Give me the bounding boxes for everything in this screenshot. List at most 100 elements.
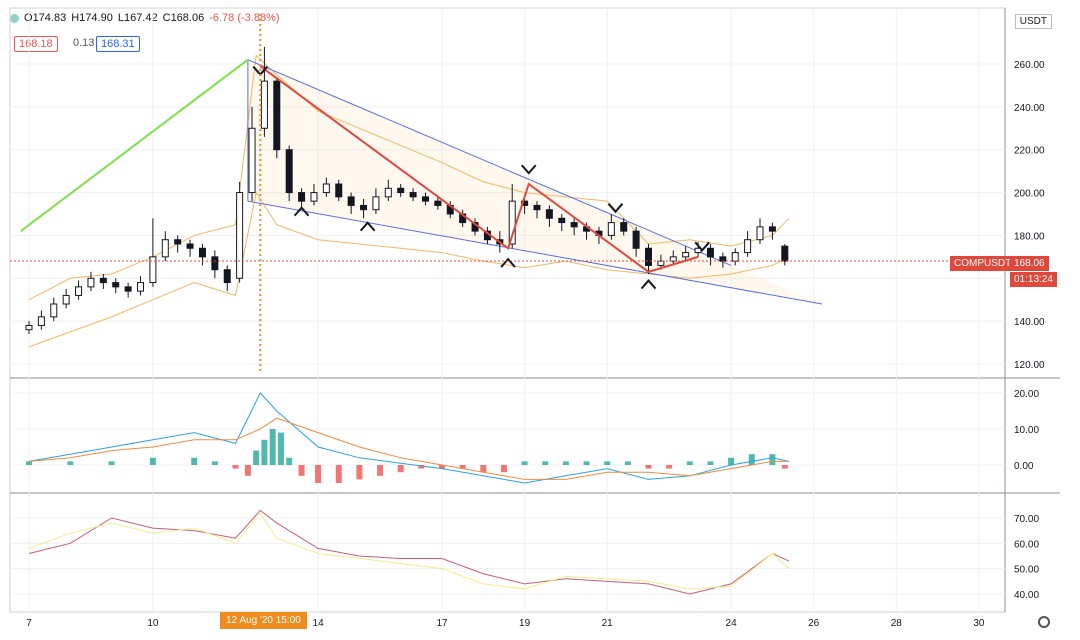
last-price-tag: 168.06 — [1010, 256, 1049, 271]
candle-body — [198, 247, 206, 258]
macd-hist-bar — [624, 461, 631, 465]
status-dot-icon — [10, 13, 19, 23]
macd-hist-bar — [261, 439, 268, 465]
macd-hist-bar — [277, 432, 284, 465]
pivot-marker-icon — [500, 257, 516, 268]
crosshair-time-label: 12 Aug '20 15:00 — [220, 612, 307, 629]
x-tick-label: 10 — [147, 618, 159, 629]
macd-hist-bar — [583, 461, 590, 465]
macd-hist-bar — [232, 465, 239, 469]
currency-button[interactable]: USDT — [1014, 14, 1052, 29]
candle-body — [211, 256, 219, 271]
candle-body — [161, 239, 169, 258]
macd-hist-bar — [459, 465, 466, 469]
x-tick-label: 24 — [726, 618, 738, 629]
x-tick-label: 28 — [891, 618, 903, 629]
macd-hist-bar — [707, 461, 714, 465]
macd-hist-bar — [356, 465, 363, 480]
candle-body — [558, 217, 566, 224]
macd-hist-bar — [211, 461, 218, 465]
candle-body — [335, 183, 343, 198]
macd-hist-bar — [26, 461, 32, 465]
candle-body — [545, 209, 553, 219]
macd-tick-label: 10.00 — [1014, 425, 1039, 436]
candle-body — [50, 303, 58, 318]
macd-hist-bar — [769, 454, 776, 465]
close-value: C168.06 — [162, 12, 205, 24]
candle-body — [186, 243, 194, 249]
macd-hist-bar — [269, 429, 276, 465]
macd-hist-bar — [397, 465, 404, 473]
candle-body — [273, 80, 281, 151]
macd-hist-bar — [191, 457, 198, 465]
candle-body — [706, 247, 714, 258]
pivot-marker-icon — [640, 279, 657, 290]
candle-body — [87, 277, 95, 288]
price-tick-label: 260.00 — [1014, 60, 1045, 71]
pivot-marker-icon — [520, 164, 537, 175]
price-tick-label: 220.00 — [1014, 146, 1045, 157]
high-value: H174.90 — [71, 12, 113, 24]
candle-body — [731, 252, 739, 262]
channel-upper — [247, 59, 732, 266]
tag-mid: 0.13 — [73, 37, 95, 49]
candle-body — [719, 256, 727, 262]
macd-hist-bar — [418, 465, 425, 469]
price-tick-label: 200.00 — [1014, 189, 1045, 200]
candle-body — [124, 286, 132, 292]
candle-body — [37, 316, 45, 326]
macd-hist-bar — [253, 450, 260, 465]
candle-body — [322, 183, 330, 194]
x-tick-label: 14 — [313, 618, 325, 629]
pivot-marker-icon — [359, 221, 376, 232]
macd-hist-bar — [728, 457, 735, 465]
countdown-tag: 01:13:24 — [1010, 272, 1057, 287]
candle-body — [174, 239, 182, 245]
plot-frame — [9, 7, 1006, 613]
candle-body — [310, 192, 318, 202]
macd-hist-bar — [439, 465, 445, 469]
macd-hist-bar — [67, 461, 74, 465]
candle-body — [384, 187, 392, 198]
macd-hist-bar — [748, 454, 755, 465]
x-tick-label: 17 — [436, 618, 448, 629]
candle-body — [137, 282, 145, 292]
x-tick-label: 7 — [26, 618, 32, 629]
macd-hist-bar — [108, 461, 115, 465]
price-tick-label: 120.00 — [1014, 360, 1045, 371]
macd-hist-bar — [645, 465, 652, 469]
macd-hist-bar — [377, 465, 384, 476]
candle-body — [570, 222, 578, 228]
macd-tick-label: 20.00 — [1014, 389, 1039, 400]
channel-fill — [247, 59, 822, 304]
candle-body — [360, 204, 368, 211]
price-tick-label: 140.00 — [1014, 317, 1045, 328]
candle-body — [632, 230, 640, 249]
ohlc-readout: O174.83 H174.90 L167.42 C168.06 -6.78 (-… — [10, 12, 280, 24]
tag-right: 168.31 — [96, 36, 140, 52]
rsi-tick-label: 50.00 — [1014, 565, 1039, 576]
rsi-tick-label: 60.00 — [1014, 539, 1039, 550]
candle-body — [75, 286, 83, 296]
candle-body — [62, 294, 70, 305]
macd-hist-bar — [286, 457, 293, 465]
candle-body — [25, 324, 33, 331]
pivot-marker-icon — [293, 206, 310, 217]
x-tick-label: 30 — [973, 618, 985, 629]
candle-body — [756, 226, 764, 241]
candle-body — [669, 256, 677, 262]
candle-body — [149, 256, 157, 284]
price-tick-label: 180.00 — [1014, 231, 1045, 242]
settings-gear-icon[interactable] — [1038, 616, 1050, 628]
x-tick-label: 21 — [602, 618, 614, 629]
open-value: O174.83 — [24, 12, 67, 24]
candle-body — [620, 222, 628, 232]
rsi-tick-label: 70.00 — [1014, 514, 1039, 525]
candle-body — [781, 245, 789, 262]
candle-body — [645, 247, 652, 266]
macd-hist-bar — [521, 461, 528, 465]
candle-body — [682, 252, 690, 258]
candle-body — [236, 192, 244, 279]
candle-body — [508, 200, 516, 245]
